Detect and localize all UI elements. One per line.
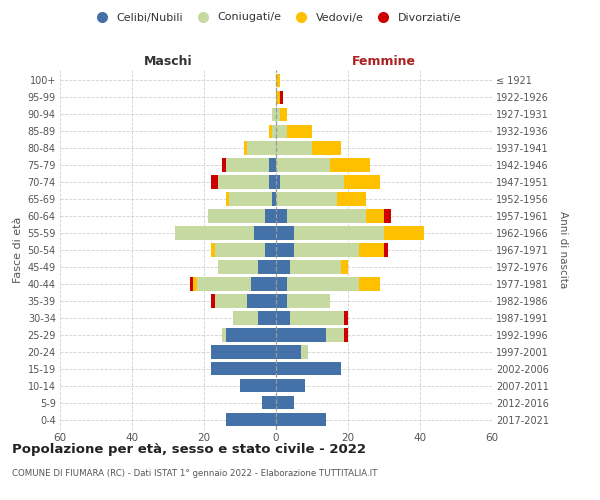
Bar [276,210,287,222]
Bar [240,379,276,392]
Bar [276,74,280,87]
Bar [276,328,326,342]
Bar [254,226,276,239]
Bar [269,124,272,138]
Bar [276,142,312,154]
Bar [276,192,337,205]
Bar [276,396,294,409]
Bar [384,210,391,222]
Bar [290,260,341,274]
Bar [294,226,384,239]
Bar [258,312,276,324]
Bar [211,244,215,256]
Bar [276,260,290,274]
Bar [272,124,276,138]
Y-axis label: Fasce di età: Fasce di età [13,217,23,283]
Bar [287,124,312,138]
Bar [294,244,359,256]
Bar [269,176,276,188]
Bar [247,294,276,308]
Bar [384,226,424,239]
Bar [330,158,370,172]
Bar [276,413,326,426]
Bar [226,413,276,426]
Bar [211,176,218,188]
Bar [233,312,258,324]
Bar [211,346,276,358]
Bar [211,294,215,308]
Bar [276,379,305,392]
Bar [276,244,294,256]
Bar [276,312,290,324]
Bar [276,362,341,376]
Text: Maschi: Maschi [143,56,193,68]
Text: Popolazione per età, sesso e stato civile - 2022: Popolazione per età, sesso e stato civil… [12,442,366,456]
Bar [287,294,330,308]
Bar [280,90,283,104]
Bar [276,90,280,104]
Bar [326,328,344,342]
Bar [226,328,276,342]
Bar [301,346,308,358]
Bar [272,108,276,121]
Bar [341,260,348,274]
Bar [197,278,251,290]
Bar [226,192,229,205]
Bar [269,158,276,172]
Bar [280,108,287,121]
Bar [280,176,344,188]
Y-axis label: Anni di nascita: Anni di nascita [557,212,568,288]
Bar [229,192,272,205]
Bar [359,278,380,290]
Bar [337,192,366,205]
Bar [276,108,280,121]
Bar [359,244,384,256]
Bar [276,176,280,188]
Bar [215,244,265,256]
Bar [276,278,287,290]
Text: Femmine: Femmine [352,56,416,68]
Text: COMUNE DI FIUMARA (RC) - Dati ISTAT 1° gennaio 2022 - Elaborazione TUTTITALIA.IT: COMUNE DI FIUMARA (RC) - Dati ISTAT 1° g… [12,469,377,478]
Bar [211,362,276,376]
Bar [276,124,287,138]
Bar [190,278,193,290]
Legend: Celibi/Nubili, Coniugati/e, Vedovi/e, Divorziati/e: Celibi/Nubili, Coniugati/e, Vedovi/e, Di… [86,8,466,27]
Bar [208,210,265,222]
Bar [218,260,258,274]
Bar [218,176,269,188]
Bar [222,328,226,342]
Bar [290,312,344,324]
Bar [312,142,341,154]
Bar [276,294,287,308]
Bar [251,278,276,290]
Bar [287,210,366,222]
Bar [222,158,226,172]
Bar [247,142,276,154]
Bar [226,158,269,172]
Bar [384,244,388,256]
Bar [276,226,294,239]
Bar [287,278,359,290]
Bar [244,142,247,154]
Bar [175,226,254,239]
Bar [258,260,276,274]
Bar [344,312,348,324]
Bar [265,244,276,256]
Bar [215,294,247,308]
Bar [262,396,276,409]
Bar [193,278,197,290]
Bar [366,210,384,222]
Bar [276,158,330,172]
Bar [344,328,348,342]
Bar [272,192,276,205]
Bar [265,210,276,222]
Bar [276,346,301,358]
Bar [344,176,380,188]
